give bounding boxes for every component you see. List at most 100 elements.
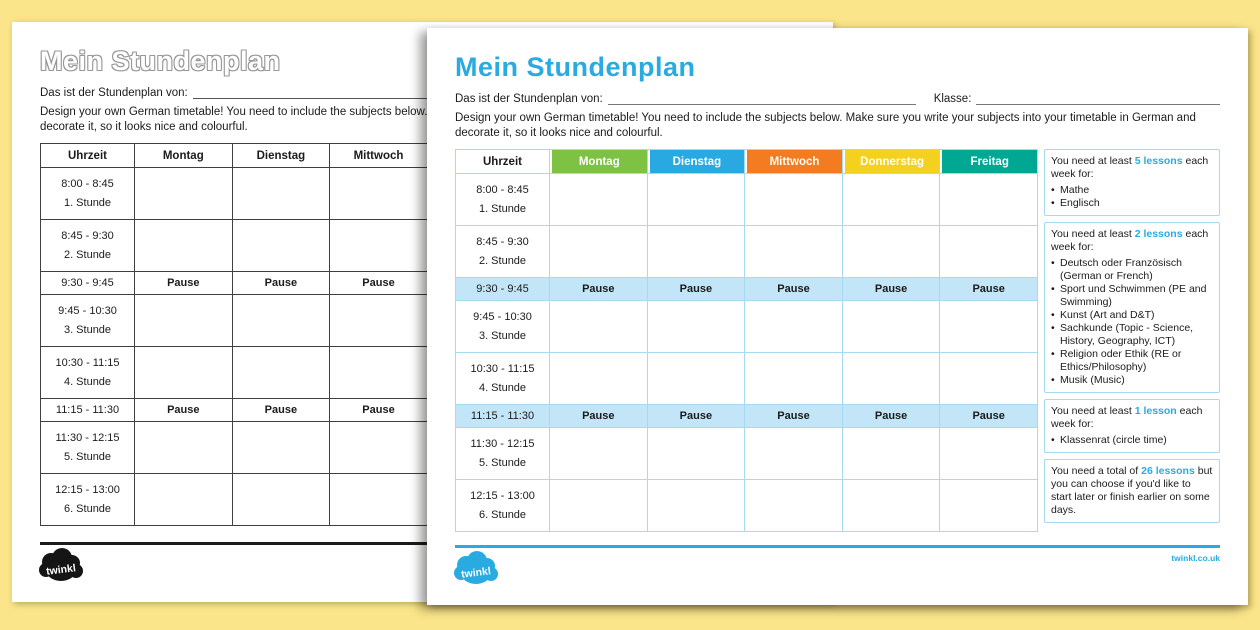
- pause-cell: Pause: [842, 278, 940, 300]
- instructions-text: Design your own German timetable! You ne…: [455, 112, 1196, 139]
- time-slot: 11:30 - 12:15 5. Stunde: [456, 428, 549, 479]
- cloud-icon: [39, 548, 83, 581]
- empty-cell: [135, 347, 232, 398]
- pause-cell: Pause: [745, 278, 842, 300]
- empty-cell: [745, 226, 842, 277]
- empty-cell: [940, 174, 1037, 225]
- time-range: 9:30 - 9:45: [476, 283, 529, 295]
- empty-cell: [135, 295, 232, 346]
- footer-url: twinkl.co.uk: [1171, 553, 1220, 563]
- bullet-item: Sachkunde (Topic - Science, History, Geo…: [1051, 322, 1213, 348]
- lesson-number: 4. Stunde: [63, 376, 112, 388]
- main-content: Uhrzeit Montag Dienstag Mittwoch Donners…: [455, 149, 1220, 532]
- bullet-item: Religion oder Ethik (RE or Ethics/Philos…: [1051, 348, 1213, 374]
- lesson-number: 5. Stunde: [478, 457, 527, 469]
- time-slot: 10:30 - 11:15 4. Stunde: [456, 353, 549, 404]
- time-range: 9:45 - 10:30: [58, 305, 117, 317]
- pause-cell: Pause: [232, 272, 330, 294]
- empty-cell: [330, 347, 427, 398]
- empty-cell: [232, 347, 330, 398]
- bullet-item: Deutsch oder Französisch (German or Fren…: [1051, 257, 1213, 283]
- time-slot: 8:00 - 8:45 1. Stunde: [456, 174, 549, 225]
- empty-cell: [940, 353, 1037, 404]
- info-box-total-lessons: You need a total of 26 lessons but you c…: [1044, 459, 1220, 523]
- empty-cell: [647, 353, 745, 404]
- pause-cell: Pause: [647, 278, 745, 300]
- bullet-item: Kunst (Art and D&T): [1051, 309, 1213, 322]
- empty-cell: [550, 301, 647, 352]
- header-montag: Montag: [135, 144, 232, 167]
- klasse-label: Klasse:: [933, 93, 972, 105]
- logo-wordmark: twinkl: [45, 562, 76, 578]
- time-slot: 11:15 - 11:30: [41, 399, 134, 421]
- empty-cell: [135, 474, 232, 525]
- lesson-number: 5. Stunde: [63, 451, 112, 463]
- time-range: 10:30 - 11:15: [470, 363, 535, 375]
- empty-cell: [232, 422, 330, 473]
- empty-cell: [647, 428, 745, 479]
- empty-cell: [135, 168, 232, 219]
- empty-cell: [940, 480, 1037, 531]
- pause-cell: Pause: [330, 272, 427, 294]
- empty-cell: [550, 428, 647, 479]
- header-donnerstag: Donnerstag: [842, 150, 940, 173]
- header-uhrzeit: Uhrzeit: [41, 144, 134, 167]
- empty-cell: [330, 168, 427, 219]
- empty-cell: [940, 301, 1037, 352]
- logo-wordmark: twinkl: [460, 565, 491, 581]
- empty-cell: [940, 226, 1037, 277]
- empty-cell: [940, 428, 1037, 479]
- time-slot: 9:45 - 10:30 3. Stunde: [456, 301, 549, 352]
- time-slot: 12:15 - 13:00 6. Stunde: [41, 474, 134, 525]
- time-range: 8:45 - 9:30: [61, 230, 114, 242]
- page-title: Mein Stundenplan: [40, 46, 281, 76]
- lesson-number: 6. Stunde: [63, 503, 112, 515]
- empty-cell: [550, 353, 647, 404]
- footer-divider: [455, 545, 1220, 548]
- empty-cell: [745, 480, 842, 531]
- empty-cell: [232, 168, 330, 219]
- time-slot: 9:45 - 10:30 3. Stunde: [41, 295, 134, 346]
- worksheet-page-colour: Mein Stundenplan Das ist der Stundenplan…: [427, 28, 1248, 605]
- time-slot: 8:45 - 9:30 2. Stunde: [456, 226, 549, 277]
- lesson-number: 4. Stunde: [478, 382, 527, 394]
- pause-cell: Pause: [745, 405, 842, 427]
- lesson-number: 6. Stunde: [478, 509, 527, 521]
- time-range: 11:30 - 12:15: [55, 432, 120, 444]
- header-montag: Montag: [550, 150, 647, 173]
- empty-cell: [647, 301, 745, 352]
- empty-cell: [745, 174, 842, 225]
- empty-cell: [842, 174, 940, 225]
- time-slot: 12:15 - 13:00 6. Stunde: [456, 480, 549, 531]
- lesson-number: 2. Stunde: [63, 249, 112, 261]
- info-box-two-lessons: You need at least 2 lessons each week fo…: [1044, 222, 1220, 393]
- header-mittwoch: Mittwoch: [330, 144, 427, 167]
- pause-cell: Pause: [940, 278, 1037, 300]
- empty-cell: [330, 474, 427, 525]
- time-range: 8:00 - 8:45: [476, 184, 529, 196]
- empty-cell: [745, 301, 842, 352]
- empty-cell: [842, 301, 940, 352]
- name-label: Das ist der Stundenplan von:: [40, 87, 188, 99]
- time-slot: 11:15 - 11:30: [456, 405, 549, 427]
- info-text: You need at least 2 lessons each week fo…: [1051, 228, 1209, 253]
- header-uhrzeit: Uhrzeit: [456, 150, 549, 173]
- klasse-writing-line: [976, 93, 1220, 105]
- time-slot: 8:00 - 8:45 1. Stunde: [41, 168, 134, 219]
- info-text: You need at least 1 lesson each week for…: [1051, 405, 1203, 430]
- empty-cell: [842, 428, 940, 479]
- pause-cell: Pause: [550, 405, 647, 427]
- twinkl-logo: twinkl: [454, 551, 498, 584]
- pause-cell: Pause: [135, 272, 232, 294]
- bullet-item: Klassenrat (circle time): [1051, 434, 1213, 447]
- pause-cell: Pause: [842, 405, 940, 427]
- time-slot: 9:30 - 9:45: [456, 278, 549, 300]
- header-mittwoch: Mittwoch: [745, 150, 842, 173]
- time-range: 10:30 - 11:15: [55, 357, 120, 369]
- pause-cell: Pause: [647, 405, 745, 427]
- header-dienstag: Dienstag: [232, 144, 330, 167]
- requirements-sidebar: You need at least 5 lessons each week fo…: [1044, 149, 1220, 532]
- empty-cell: [745, 428, 842, 479]
- info-box-five-lessons: You need at least 5 lessons each week fo…: [1044, 149, 1220, 216]
- empty-cell: [550, 174, 647, 225]
